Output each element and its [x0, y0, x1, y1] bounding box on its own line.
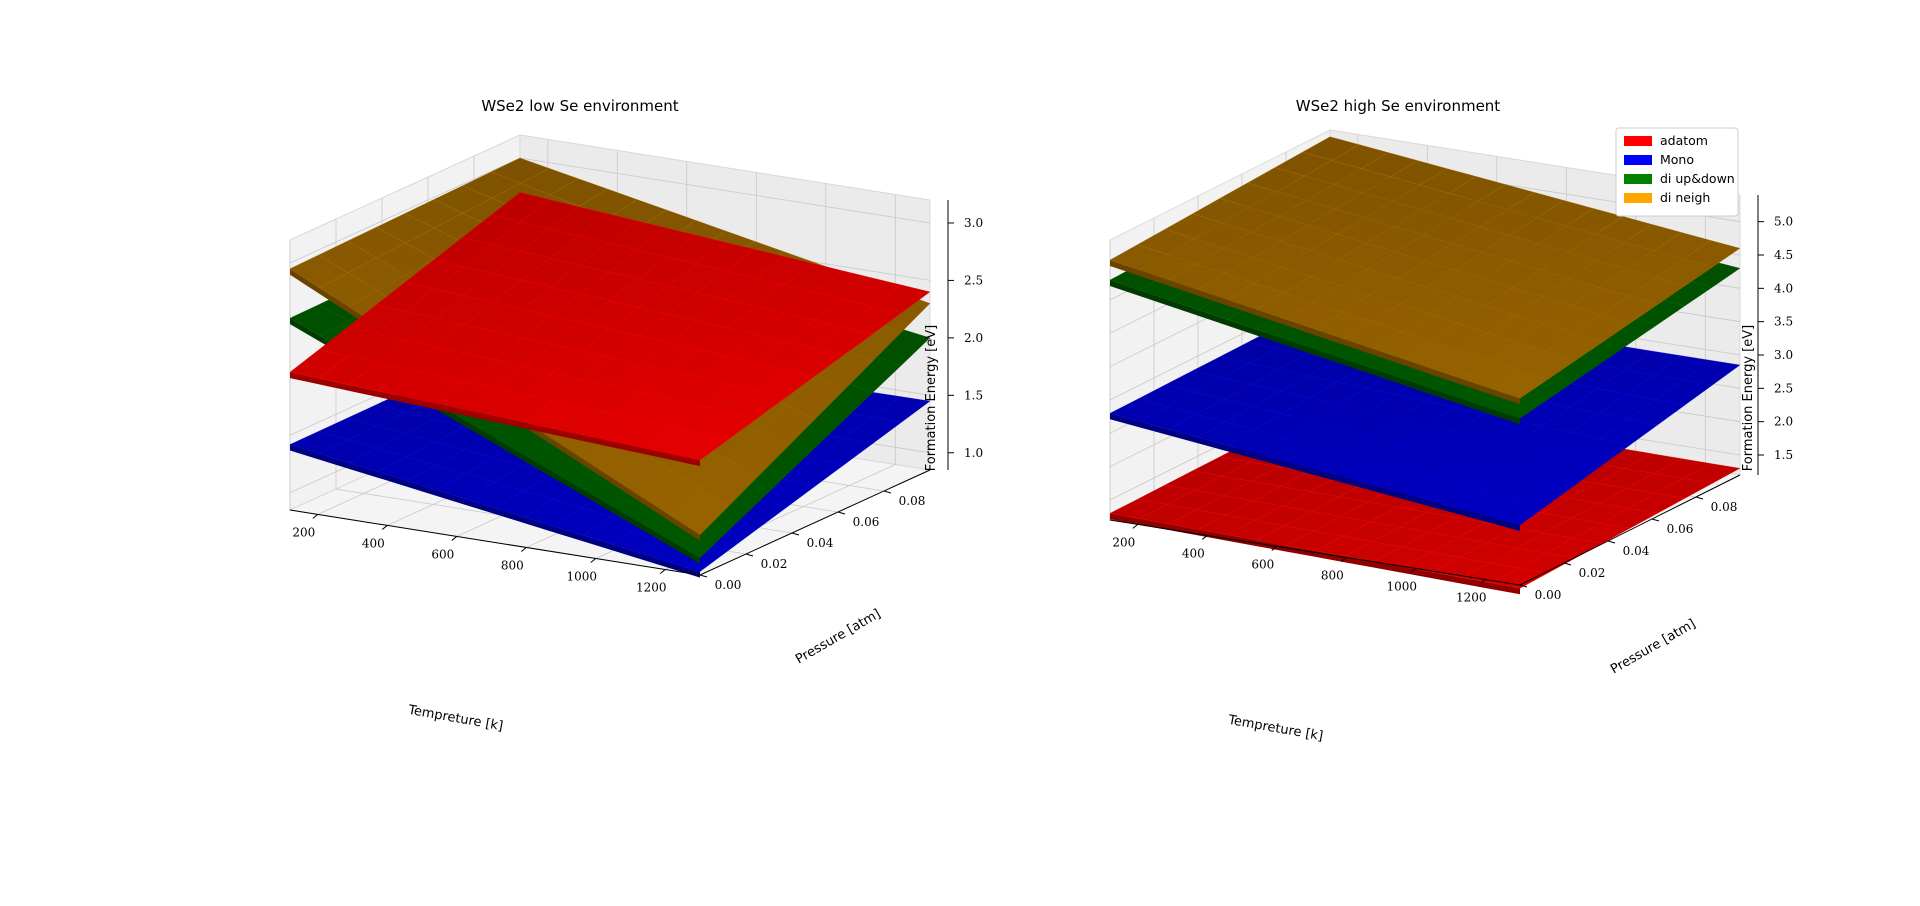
y-tick-labels: 0.00 0.02 0.04 0.06 0.08 — [1519, 496, 1738, 602]
y-tick-labels: 0.00 0.02 0.04 0.06 0.08 — [699, 490, 926, 592]
x-tick — [1132, 524, 1139, 529]
x-tick-labels: 200 400 600 800 1000 1200 — [1112, 524, 1487, 604]
surface-adatom — [289, 192, 931, 467]
surface-edge — [290, 372, 700, 467]
x-tick-labels: 200 400 600 800 1000 1200 — [292, 514, 667, 594]
x-tick-label: 800 — [501, 558, 524, 572]
y-tick-label: 0.08 — [1711, 500, 1738, 514]
z-tick-label: 3.0 — [964, 216, 983, 230]
x-tick — [1271, 546, 1278, 551]
axis-lines — [289, 200, 949, 576]
surface-di-neigh — [1109, 136, 1741, 405]
y-tick-label: 0.02 — [1579, 566, 1606, 580]
y-tick-label: 0.00 — [715, 578, 742, 592]
surface-patch — [670, 487, 730, 535]
z-tick-label: 3.0 — [1774, 348, 1793, 362]
x-tick-label: 600 — [1251, 557, 1274, 571]
chart-title: WSe2 high Se environment — [1296, 97, 1501, 115]
surface-edge — [1110, 413, 1520, 531]
legend-label: adatom — [1660, 133, 1708, 148]
x-tick-label: 1000 — [566, 569, 597, 583]
x-tick — [659, 569, 666, 574]
x-tick — [590, 558, 597, 563]
y-tick-label: 0.00 — [1535, 588, 1562, 602]
legend-label: di up&down — [1660, 171, 1735, 186]
y-tick — [745, 553, 754, 557]
surface-edge — [1110, 513, 1520, 595]
surface-patch — [1490, 497, 1548, 526]
z-tick-label: 2.5 — [964, 273, 983, 287]
x-tick-label: 1000 — [1386, 579, 1417, 593]
z-tick-labels: 1.5 2.0 2.5 3.0 3.5 4.0 4.5 5.0 — [1758, 215, 1793, 462]
z-axis-label: Formation Energy [eV] — [924, 325, 939, 471]
y-tick — [883, 490, 892, 494]
y-tick — [837, 511, 846, 515]
x-tick — [451, 536, 458, 541]
chart-title: WSe2 low Se environment — [481, 97, 678, 115]
y-tick-label: 0.02 — [761, 557, 788, 571]
z-tick-label: 5.0 — [1774, 215, 1793, 229]
y-tick-label: 0.04 — [807, 536, 834, 550]
x-tick — [381, 525, 388, 530]
y-tick — [1563, 562, 1572, 566]
x-tick-label: 600 — [431, 547, 454, 561]
x-tick-label: 800 — [1321, 568, 1344, 582]
y-tick-label: 0.04 — [1623, 544, 1650, 558]
z-tick-label: 3.5 — [1774, 315, 1793, 329]
legend-swatch — [1624, 193, 1652, 203]
subplot-low-se: WSe2 low Se environment 200 400 600 800 1000… — [288, 97, 983, 735]
subplot-high-se: WSe2 high Se environment 200 400 600 800 100… — [1108, 97, 1793, 745]
z-tick-label: 1.5 — [1774, 448, 1793, 462]
y-tick — [1519, 584, 1528, 588]
surface-patch — [1490, 567, 1548, 589]
z-tick-label: 1.5 — [964, 388, 983, 402]
legend-swatch — [1624, 136, 1652, 146]
z-tick-label: 2.0 — [1774, 415, 1793, 429]
x-tick — [312, 514, 319, 519]
z-tick-label: 2.0 — [964, 331, 983, 345]
y-tick-label: 0.06 — [853, 515, 880, 529]
legend-label: di neigh — [1660, 190, 1710, 205]
y-tick — [699, 574, 708, 578]
x-tick-label: 200 — [1112, 535, 1135, 549]
x-tick-label: 1200 — [636, 580, 667, 594]
y-tick-label: 0.06 — [1667, 522, 1694, 536]
legend: adatom Mono di up&down di neigh — [1615, 127, 1739, 217]
x-tick — [1201, 535, 1208, 540]
x-axis-label: Tempreture [k] — [406, 703, 504, 735]
surface-edge — [1110, 260, 1520, 405]
z-tick-label: 4.0 — [1774, 281, 1793, 295]
x-tick-label: 200 — [292, 525, 315, 539]
x-tick — [1340, 557, 1347, 562]
y-tick — [1695, 496, 1704, 500]
legend-swatch — [1624, 155, 1652, 165]
y-tick — [791, 532, 800, 536]
x-tick — [1479, 579, 1486, 584]
surface-patch — [670, 432, 730, 461]
z-tick-label: 1.0 — [964, 446, 983, 460]
axis-lines — [1109, 195, 1759, 586]
z-tick-labels: 1.0 1.5 2.0 2.5 3.0 — [948, 216, 983, 460]
x-tick-label: 400 — [362, 536, 385, 550]
y-tick — [1651, 518, 1660, 522]
z-tick-label: 2.5 — [1774, 381, 1793, 395]
x-axis-label: Tempreture [k] — [1226, 713, 1324, 745]
x-tick-label: 1200 — [1456, 590, 1487, 604]
legend-label: Mono — [1660, 152, 1694, 167]
surface-patch — [1490, 369, 1548, 399]
x-tick — [520, 547, 527, 552]
z-axis-label: Formation Energy [eV] — [1741, 325, 1756, 471]
z-tick-label: 4.5 — [1774, 248, 1793, 262]
legend-swatch — [1624, 174, 1652, 184]
x-tick-label: 400 — [1182, 546, 1205, 560]
y-tick — [1607, 540, 1616, 544]
x-tick — [1410, 568, 1417, 573]
y-axis-label: Pressure [atm] — [1608, 617, 1698, 678]
surface-edge — [290, 444, 700, 578]
y-axis-label: Pressure [atm] — [793, 607, 883, 668]
y-tick-label: 0.08 — [899, 494, 926, 508]
surface-edge — [1110, 280, 1520, 425]
